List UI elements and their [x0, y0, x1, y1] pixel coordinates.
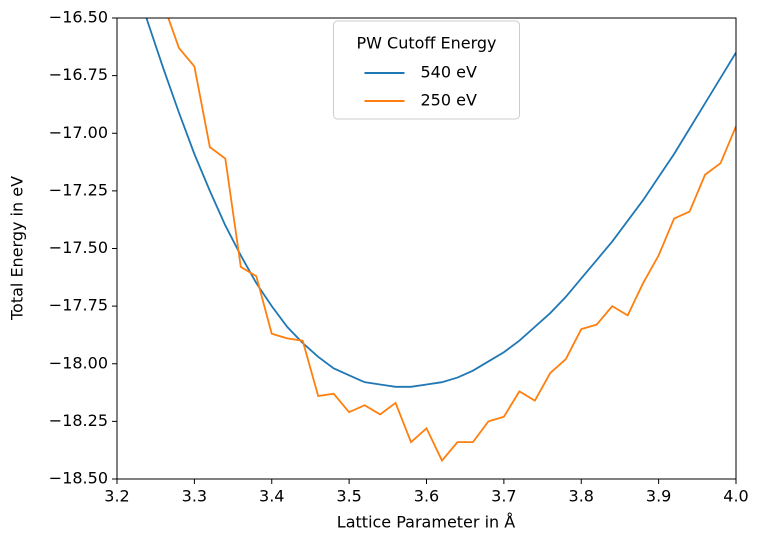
x-tick-label: 3.5	[336, 487, 361, 506]
y-axis-label: Total Energy in eV	[8, 176, 27, 321]
series-line	[167, 18, 736, 463]
y-tick-label: −17.50	[49, 238, 108, 257]
y-tick-label: −16.50	[49, 8, 108, 27]
x-tick-label: 3.6	[414, 487, 439, 506]
legend-label: 540 eV	[421, 63, 477, 82]
y-tick-label: −18.25	[49, 411, 108, 430]
y-tick-label: −16.75	[49, 65, 108, 84]
x-tick-label: 3.9	[646, 487, 671, 506]
series-line	[145, 18, 736, 388]
legend-box	[333, 20, 520, 120]
x-tick-label: 3.4	[259, 487, 284, 506]
x-axis-label: Lattice Parameter in Å	[337, 513, 515, 532]
x-tick-label: 4.0	[723, 487, 748, 506]
x-tick-label: 3.2	[104, 487, 129, 506]
y-tick-label: −17.00	[49, 123, 108, 142]
y-tick-label: −18.50	[49, 469, 108, 488]
x-tick-label: 3.3	[182, 487, 207, 506]
y-tick-label: −17.25	[49, 180, 108, 199]
plot-frame	[116, 17, 737, 480]
legend-label: 250 eV	[421, 91, 477, 110]
x-tick-label: 3.8	[569, 487, 594, 506]
y-tick-label: −17.75	[49, 296, 108, 315]
y-tick-label: −18.00	[49, 353, 108, 372]
x-tick-label: 3.7	[491, 487, 516, 506]
legend-title: PW Cutoff Energy	[356, 34, 496, 53]
